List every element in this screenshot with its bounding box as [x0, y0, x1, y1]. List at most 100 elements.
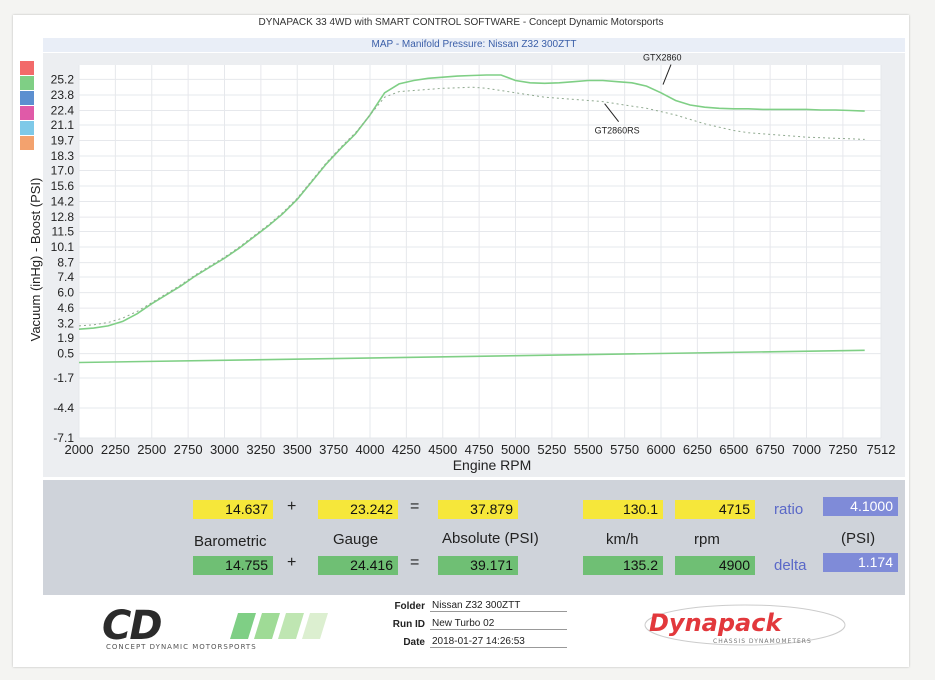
x-tick-label: 4750 [465, 442, 494, 457]
series-line-gtx2860 [78, 74, 865, 330]
series-swatches [20, 61, 34, 151]
rpm-value-2: 4900 [675, 556, 755, 575]
equals-sign-2: = [410, 554, 420, 571]
delta-label: delta [774, 557, 807, 574]
plus-sign-2: + [287, 554, 297, 571]
series-swatch [20, 91, 34, 105]
annotation-gt2860rs: GT2860RS [595, 126, 640, 136]
y-tick-label: 3.2 [57, 317, 74, 331]
x-tick-label: 6750 [756, 442, 785, 457]
x-tick-label: 4500 [428, 442, 457, 457]
equals-sign-1: = [410, 498, 420, 515]
y-tick-label: 4.6 [57, 301, 74, 315]
chart-title: MAP - Manifold Pressure: Nissan Z32 300Z… [43, 38, 905, 52]
x-tick-label: 7512 [867, 442, 896, 457]
y-tick-label: 0.5 [57, 347, 74, 361]
y-tick-label: -4.4 [53, 401, 74, 415]
kmh-value-1: 130.1 [583, 500, 663, 519]
x-tick-label: 7000 [792, 442, 821, 457]
x-tick-label: 2500 [137, 442, 166, 457]
x-tick-label: 5500 [574, 442, 603, 457]
y-tick-label: 11.5 [52, 225, 75, 239]
delta-value: 1.174 [823, 553, 898, 572]
x-tick-label: 6250 [683, 442, 712, 457]
x-tick-label: 2250 [101, 442, 130, 457]
ratio-value: 4.1000 [823, 497, 898, 516]
dyno-sheet: DYNAPACK 33 4WD with SMART CONTROL SOFTW… [13, 15, 909, 667]
annotation-leader-gtx2860 [662, 64, 672, 85]
annotation-gtx2860: GTX2860 [643, 53, 682, 63]
y-tick-label: 23.8 [51, 88, 75, 102]
y-tick-label: -1.7 [53, 371, 74, 385]
ratio-label: ratio [774, 501, 804, 518]
rpm-value-1: 4715 [675, 500, 755, 519]
y-tick-label: 22.4 [51, 104, 75, 118]
y-tick-label: 8.7 [57, 256, 74, 270]
rpm-label: rpm [694, 531, 720, 548]
y-tick-label: 10.1 [51, 240, 75, 254]
cd-logo: CD CONCEPT DYNAMIC MOTORSPORTS [102, 605, 328, 651]
gauge-label: Gauge [333, 531, 379, 548]
plot-area [79, 65, 881, 438]
psi-label: (PSI) [841, 530, 876, 547]
barometric-value-1: 14.637 [193, 500, 273, 519]
series-swatch [20, 136, 34, 150]
y-tick-label: 21.1 [51, 118, 75, 132]
barometric-value-2: 14.755 [193, 556, 273, 575]
cd-tagline: CONCEPT DYNAMIC MOTORSPORTS [106, 643, 257, 651]
gauge-value-1: 23.242 [318, 500, 398, 519]
y-tick-label: 18.3 [51, 149, 75, 163]
x-tick-label: 5750 [610, 442, 639, 457]
series-line-gt2860rs [78, 86, 865, 327]
folder-value: Nissan Z32 300ZTT [430, 600, 567, 612]
kmh-value-2: 135.2 [583, 556, 663, 575]
y-tick-label: 7.4 [57, 270, 74, 284]
x-axis-label: Engine RPM [453, 457, 532, 473]
y-tick-label: 14.2 [51, 195, 75, 209]
cd-logo-text: CD [102, 605, 161, 649]
app-title: DYNAPACK 33 4WD with SMART CONTROL SOFTW… [258, 17, 664, 28]
series-swatch [20, 76, 34, 90]
absolute-value-1: 37.879 [438, 500, 518, 519]
y-tick-label: 12.8 [51, 210, 75, 224]
y-tick-label: 1.9 [57, 331, 74, 345]
dynapack-logo: Dynapack CHASSIS DYNAMOMETERS [644, 604, 846, 646]
map-chart: 2000 2250 2500 2750 3000 3250 3500 3750 4000 4250… [28, 53, 896, 473]
plus-sign-1: + [287, 498, 297, 515]
footer: CD CONCEPT DYNAMIC MOTORSPORTS Folder Ni… [43, 597, 905, 667]
x-tick-label: 4250 [392, 442, 421, 457]
x-tick-label: 4000 [356, 442, 385, 457]
y-tick-label: 17.0 [51, 163, 75, 177]
runid-label: Run ID [392, 619, 425, 630]
y-tick-label: 25.2 [51, 72, 75, 86]
x-tick-label: 6500 [719, 442, 748, 457]
x-tick-label: 7250 [828, 442, 857, 457]
y-axis-label: Vacuum (inHg) - Boost (PSI) [28, 178, 43, 342]
y-tick-label: -7.1 [53, 431, 74, 445]
x-tick-label: 5250 [537, 442, 566, 457]
x-tick-label: 5000 [501, 442, 530, 457]
series-swatch [20, 61, 34, 75]
gauge-value-2: 24.416 [318, 556, 398, 575]
x-tick-label: 2000 [65, 442, 94, 457]
x-tick-label: 2750 [174, 442, 203, 457]
series-swatch [20, 121, 34, 135]
x-tick-label: 3000 [210, 442, 239, 457]
y-tick-label: 15.6 [51, 179, 75, 193]
annotation-leader-gt2860rs [604, 103, 620, 122]
date-label: Date [403, 637, 425, 648]
readout-panel: 14.637 + 23.242 = 37.879 130.1 4715 rati… [43, 480, 905, 595]
absolute-value-2: 39.171 [438, 556, 518, 575]
baseline-line [78, 349, 865, 364]
dynapack-logo-text: Dynapack [649, 609, 783, 637]
date-value: 2018-01-27 14:26:53 [430, 636, 567, 648]
x-tick-label: 3500 [283, 442, 312, 457]
series-swatch [20, 106, 34, 120]
runid-value: New Turbo 02 [430, 618, 567, 630]
x-tick-label: 6000 [647, 442, 676, 457]
x-tick-label: 3750 [319, 442, 348, 457]
kmh-label: km/h [606, 531, 639, 548]
dynapack-tagline: CHASSIS DYNAMOMETERS [713, 638, 812, 645]
absolute-label: Absolute (PSI) [442, 530, 539, 547]
y-tick-label: 19.7 [51, 133, 75, 147]
